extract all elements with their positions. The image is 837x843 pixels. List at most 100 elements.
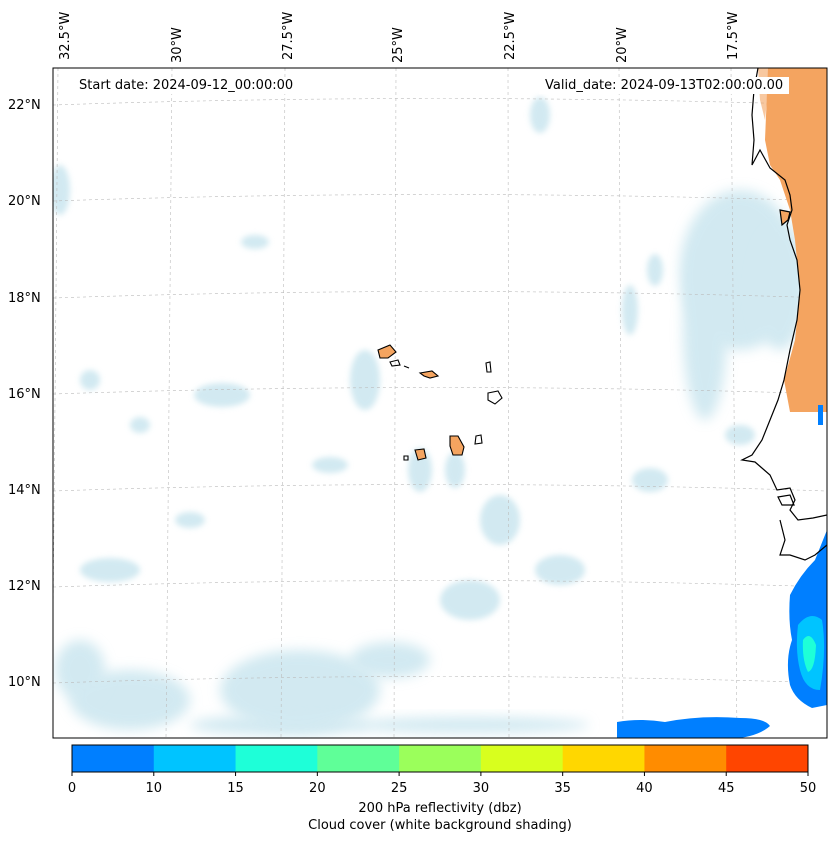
lat-line <box>53 676 827 684</box>
colorbar-tick-label: 15 <box>227 781 244 796</box>
cloud-patch <box>647 254 663 286</box>
colorbar-segment <box>399 745 482 772</box>
lat-line <box>53 580 827 588</box>
colorbar-segment <box>153 745 237 772</box>
colorbar-segment <box>480 745 564 772</box>
lon-line <box>618 68 624 738</box>
cloud-patch <box>535 555 585 585</box>
cloud-patch <box>80 558 140 582</box>
colorbar-tick-label: 20 <box>309 781 326 796</box>
lon-line <box>165 68 173 738</box>
banc-d-arguin <box>779 209 791 227</box>
cloud-patch <box>632 468 668 492</box>
lat-label: 20°N <box>8 194 41 209</box>
colorbar-frame <box>71 744 809 773</box>
cloud-patch <box>312 457 348 473</box>
colorbar-tick-label: 30 <box>472 781 490 796</box>
lon-label: 20°W <box>615 27 630 63</box>
colorbar <box>71 744 809 776</box>
reflectivity-cell <box>802 636 816 672</box>
lat-label: 12°N <box>8 579 41 594</box>
colorbar-tick-label: 45 <box>717 781 735 796</box>
lat-line <box>53 484 827 492</box>
cloud-patch <box>175 512 205 528</box>
island-fogo <box>414 448 427 461</box>
land-shading-mauritania <box>765 68 827 412</box>
reflectivity-cell <box>818 405 823 425</box>
cloud-patch <box>725 425 755 445</box>
colorbar-tick-label: 40 <box>636 781 653 796</box>
lat-line <box>53 291 827 299</box>
lat-label: 22°N <box>8 98 41 113</box>
colorbar-tick-label: 10 <box>145 781 163 796</box>
island-sao-vicente <box>389 359 401 367</box>
west-africa-coast <box>740 68 827 521</box>
island-sao-nicolau <box>418 370 440 379</box>
cloud-patch <box>130 417 150 433</box>
lon-line <box>393 68 397 738</box>
lat-label: 10°N <box>8 675 41 690</box>
cloud-patch <box>408 448 432 492</box>
lat-label: 16°N <box>8 387 41 402</box>
lat-line <box>53 98 827 106</box>
colorbar-tick-label: 0 <box>67 781 77 796</box>
colorbar-tick-label: 25 <box>390 781 408 796</box>
colorbar-tick-label: 50 <box>799 781 817 796</box>
lat-line <box>53 194 827 202</box>
cloud-patch <box>220 650 380 730</box>
cloud-patch <box>445 452 465 488</box>
cloud-patch <box>530 97 550 133</box>
island-brava <box>403 455 409 461</box>
lat-line <box>53 387 827 395</box>
cloud-patch <box>480 495 520 545</box>
reflectivity-cell <box>617 717 770 738</box>
lon-label: 32.5°W <box>58 11 73 60</box>
island-sal <box>485 361 492 373</box>
island-santo-antao <box>377 344 397 359</box>
graticule <box>53 68 827 738</box>
lon-line <box>507 68 510 738</box>
lon-line <box>280 68 286 738</box>
lon-label: 30°W <box>170 27 185 63</box>
cape-verde-islands <box>377 344 503 461</box>
colorbar-sublabel: Cloud cover (white background shading) <box>308 818 572 833</box>
start-date-label: Start date: 2024-09-12_00:00:00 <box>73 77 300 94</box>
lat-label: 14°N <box>8 483 41 498</box>
map-frame <box>52 67 828 739</box>
reflectivity-contours <box>617 405 827 738</box>
colorbar-segment <box>562 745 645 772</box>
cloud-patch <box>683 240 727 420</box>
map-area <box>53 68 827 738</box>
coastline <box>740 68 827 561</box>
colorbar-segment <box>726 745 809 772</box>
colorbar-tick-label: 35 <box>554 781 571 796</box>
lon-line <box>730 68 738 738</box>
cloud-patch <box>755 230 805 350</box>
lon-label: 25°W <box>391 27 406 63</box>
cloud-patch <box>710 230 730 270</box>
colorbar-segment <box>317 745 400 772</box>
island-santiago <box>449 435 465 456</box>
cloud-patch <box>440 580 500 620</box>
cloud-patch <box>190 715 370 735</box>
cloud-patch <box>194 383 250 407</box>
cloud-patch <box>80 370 100 390</box>
island-santa-luzia <box>403 365 410 369</box>
cloud-patch <box>241 235 269 249</box>
cloud-patch <box>622 285 638 335</box>
colorbar-segment <box>235 745 318 772</box>
lon-label: 17.5°W <box>726 11 741 60</box>
lon-label: 22.5°W <box>503 11 518 60</box>
lon-label: 27.5°W <box>281 11 296 60</box>
colorbar-segment <box>72 745 155 772</box>
valid-date-label: Valid_date: 2024-09-13T02:00:00.00 <box>539 77 790 94</box>
cloud-cover-shading <box>53 97 805 735</box>
colorbar-segment <box>644 745 727 772</box>
colorbar-label: 200 hPa reflectivity (dbz) <box>358 801 522 816</box>
cloud-patch <box>350 350 380 410</box>
island-maio <box>474 434 483 445</box>
lat-label: 18°N <box>8 291 41 306</box>
cloud-patch <box>350 642 430 678</box>
island-boa-vista <box>487 390 503 405</box>
